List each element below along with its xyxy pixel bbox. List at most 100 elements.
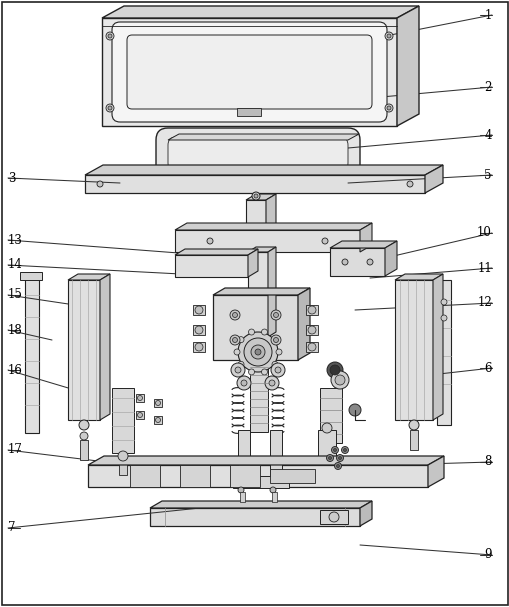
Circle shape <box>406 181 412 187</box>
Polygon shape <box>297 288 309 360</box>
Bar <box>319 510 347 524</box>
Polygon shape <box>247 247 275 252</box>
Bar <box>305 305 318 315</box>
Circle shape <box>273 337 278 342</box>
Circle shape <box>307 326 316 334</box>
Polygon shape <box>85 165 442 175</box>
Circle shape <box>338 456 341 459</box>
Circle shape <box>307 343 316 351</box>
Circle shape <box>232 313 237 317</box>
Polygon shape <box>427 456 443 487</box>
Polygon shape <box>329 248 384 276</box>
Text: 2: 2 <box>484 81 491 93</box>
Bar <box>318 430 335 462</box>
Text: 1: 1 <box>484 8 491 21</box>
Bar <box>238 430 249 480</box>
Circle shape <box>250 345 265 359</box>
Polygon shape <box>245 194 275 200</box>
Circle shape <box>326 455 333 461</box>
Bar <box>192 305 205 315</box>
Circle shape <box>230 310 240 320</box>
Circle shape <box>321 423 331 433</box>
Circle shape <box>336 464 339 467</box>
Polygon shape <box>213 288 309 295</box>
Circle shape <box>386 106 390 110</box>
Circle shape <box>269 487 275 493</box>
Text: 12: 12 <box>476 296 491 310</box>
Bar <box>436 280 450 425</box>
Polygon shape <box>88 465 427 487</box>
Polygon shape <box>245 200 266 230</box>
Circle shape <box>106 32 114 40</box>
Circle shape <box>384 32 392 40</box>
FancyBboxPatch shape <box>127 35 371 109</box>
Polygon shape <box>424 165 442 193</box>
Circle shape <box>79 420 89 430</box>
Polygon shape <box>359 223 371 252</box>
Text: 14: 14 <box>8 259 23 271</box>
Circle shape <box>328 456 331 459</box>
Text: 15: 15 <box>8 288 23 302</box>
Circle shape <box>273 313 278 317</box>
Polygon shape <box>394 274 442 280</box>
Polygon shape <box>359 501 371 526</box>
Bar <box>136 411 144 419</box>
Polygon shape <box>167 134 358 140</box>
Circle shape <box>254 349 261 355</box>
Circle shape <box>248 369 254 375</box>
Bar <box>233 476 289 488</box>
Circle shape <box>238 332 277 372</box>
Circle shape <box>194 343 203 351</box>
Polygon shape <box>213 295 297 360</box>
Text: 3: 3 <box>8 172 15 185</box>
Polygon shape <box>175 255 247 277</box>
Polygon shape <box>175 230 359 252</box>
Bar <box>180 465 210 487</box>
Circle shape <box>271 337 277 343</box>
Circle shape <box>230 335 240 345</box>
Circle shape <box>108 106 112 110</box>
Polygon shape <box>394 280 432 420</box>
Circle shape <box>334 375 344 385</box>
Polygon shape <box>88 456 443 465</box>
Circle shape <box>336 455 343 461</box>
Bar <box>230 465 260 487</box>
Circle shape <box>440 299 446 305</box>
Polygon shape <box>384 241 396 276</box>
Circle shape <box>331 447 338 453</box>
Circle shape <box>328 512 338 522</box>
Circle shape <box>275 349 281 355</box>
Circle shape <box>384 104 392 112</box>
Text: 6: 6 <box>484 362 491 375</box>
Bar <box>305 342 318 352</box>
Bar <box>409 430 417 450</box>
Polygon shape <box>266 194 275 230</box>
Circle shape <box>268 380 274 386</box>
Polygon shape <box>175 249 258 255</box>
Circle shape <box>366 259 372 265</box>
Circle shape <box>270 363 285 377</box>
Circle shape <box>261 369 267 375</box>
Circle shape <box>118 451 128 461</box>
Circle shape <box>194 326 203 334</box>
Circle shape <box>155 401 160 405</box>
Circle shape <box>194 306 203 314</box>
Text: 10: 10 <box>476 226 491 240</box>
Text: 4: 4 <box>484 129 491 141</box>
Bar <box>119 461 127 475</box>
Circle shape <box>270 335 280 345</box>
Text: 5: 5 <box>484 169 491 181</box>
Circle shape <box>261 329 267 335</box>
Polygon shape <box>102 6 418 18</box>
Circle shape <box>137 413 142 418</box>
Bar <box>112 388 134 453</box>
Circle shape <box>408 420 418 430</box>
Circle shape <box>265 376 278 390</box>
Circle shape <box>348 404 360 416</box>
Circle shape <box>137 396 142 401</box>
Polygon shape <box>329 241 396 248</box>
Bar <box>269 469 315 483</box>
Text: 16: 16 <box>8 364 23 376</box>
Bar <box>154 416 162 424</box>
Circle shape <box>238 361 243 367</box>
